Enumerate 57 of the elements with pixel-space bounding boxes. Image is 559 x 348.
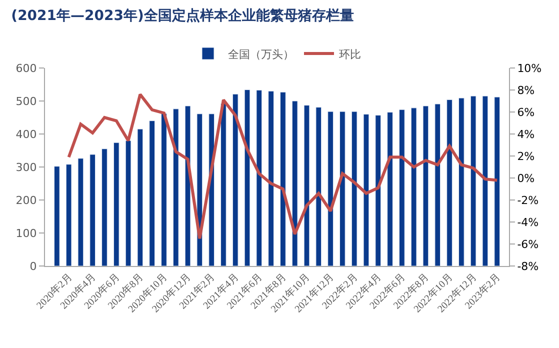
bar	[232, 94, 238, 266]
bar	[113, 142, 120, 266]
y2-tick-label: -4%	[517, 216, 539, 229]
y2-tick-label: 4%	[517, 128, 535, 141]
bar	[387, 112, 393, 266]
bar	[328, 111, 334, 266]
y-tick-label: 300	[16, 160, 37, 174]
y2-tick-label: -6%	[517, 238, 539, 251]
y2-tick-label: -2%	[517, 194, 539, 207]
y2-tick-label: 0%	[517, 172, 535, 185]
bar	[458, 98, 464, 266]
bar	[280, 92, 286, 266]
bar	[470, 96, 476, 266]
bar	[434, 104, 441, 266]
bar	[304, 105, 310, 266]
bar	[399, 109, 405, 266]
bar	[363, 114, 370, 266]
chart-title: (2021年—2023年)全国定点样本企业能繁母猪存栏量	[11, 7, 354, 24]
bar	[316, 107, 322, 266]
y2-tick-label: -8%	[517, 260, 539, 273]
y-tick-label: 400	[16, 128, 37, 141]
bar	[172, 108, 179, 266]
bar	[220, 103, 226, 266]
y-tick-label: 500	[16, 94, 37, 108]
line-series	[67, 92, 499, 240]
bar	[125, 140, 132, 266]
y-tick-label: 0	[30, 260, 37, 273]
bar	[184, 106, 191, 266]
bar	[244, 90, 250, 266]
y-tick-label: 100	[16, 226, 37, 240]
bar	[149, 120, 155, 266]
bar	[482, 96, 488, 266]
bar	[410, 108, 417, 266]
bar	[54, 166, 60, 266]
bar	[256, 90, 262, 266]
bar	[446, 99, 452, 266]
bar	[422, 106, 429, 266]
y2-tick-label: 2%	[517, 150, 535, 163]
bar	[66, 164, 72, 266]
bar	[78, 158, 84, 266]
bar	[268, 90, 274, 266]
bar	[494, 96, 500, 266]
y-tick-label: 600	[16, 62, 37, 75]
bar	[375, 114, 382, 266]
bar	[340, 111, 346, 266]
y2-tick-label: 8%	[517, 84, 535, 97]
legend-label: 环比	[339, 48, 361, 61]
bar	[161, 113, 167, 266]
legend-label: 全国（万头）	[228, 48, 294, 61]
y2-tick-label: 10%	[517, 62, 542, 75]
bar	[102, 148, 108, 266]
bar	[292, 100, 298, 266]
bar	[351, 111, 358, 266]
bar	[90, 154, 96, 266]
y-tick-label: 200	[16, 194, 37, 207]
bar	[137, 128, 144, 266]
y2-tick-label: 6%	[517, 106, 535, 119]
